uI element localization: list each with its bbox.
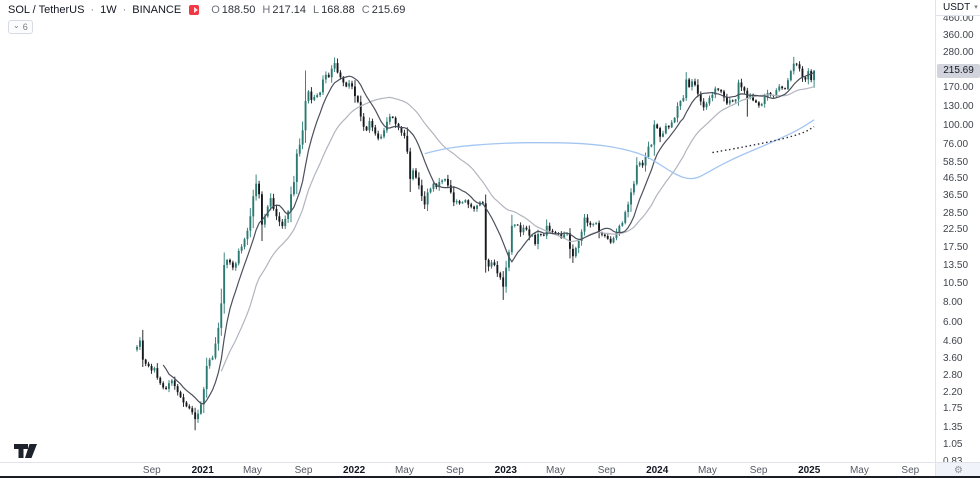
price-tick: 1.75 bbox=[943, 403, 963, 415]
time-tick-year: 2022 bbox=[342, 465, 366, 476]
price-tick: 100.00 bbox=[943, 119, 974, 131]
ohlc-o: O 188.50 bbox=[211, 4, 256, 16]
price-axis[interactable]: USDT ▾ 215.69 460.00 360.00 280.00 170.00 13… bbox=[935, 0, 980, 467]
chevron-down-icon: ▾ bbox=[974, 3, 978, 11]
ohlc-l: L 168.88 bbox=[313, 4, 355, 16]
time-tick-month: Sep bbox=[597, 465, 616, 476]
price-tick: 0.83 bbox=[943, 456, 962, 467]
time-tick-month: Sep bbox=[901, 465, 920, 476]
symbol-name[interactable]: SOL / TetherUS bbox=[8, 4, 85, 16]
price-tick: 28.50 bbox=[943, 207, 969, 219]
price-tick: 17.50 bbox=[943, 241, 969, 253]
ohlc-h: H 217.14 bbox=[262, 4, 307, 16]
price-tick: 46.50 bbox=[943, 173, 969, 185]
price-tick: 76.00 bbox=[943, 138, 969, 150]
price-tick: 1.05 bbox=[943, 439, 963, 451]
tradingview-logo[interactable] bbox=[14, 444, 48, 464]
price-tick: 58.50 bbox=[943, 157, 969, 169]
time-tick-month: Sep bbox=[445, 465, 464, 476]
price-tick: 360.00 bbox=[943, 29, 974, 41]
price-tick: 1.35 bbox=[943, 421, 963, 433]
symbol-logo-icon bbox=[189, 5, 200, 15]
legend-separator: · bbox=[122, 4, 127, 16]
price-tick: 8.00 bbox=[943, 296, 963, 308]
currency-selector[interactable]: USDT ▾ bbox=[936, 0, 980, 16]
time-tick-month: Sep bbox=[294, 465, 313, 476]
price-tick: 10.50 bbox=[943, 277, 969, 289]
legend-separator: · bbox=[90, 4, 95, 16]
chart-legend[interactable]: SOL / TetherUS · 1W · BINANCE O 188.50 H 21… bbox=[8, 4, 405, 16]
price-tick: 6.00 bbox=[943, 316, 963, 328]
hidden-indicators-count: 6 bbox=[22, 22, 28, 32]
currency-label: USDT bbox=[943, 2, 971, 13]
price-tick: 4.60 bbox=[943, 335, 963, 347]
chart-pane[interactable] bbox=[0, 0, 935, 462]
time-tick-month: May bbox=[546, 465, 565, 476]
gear-icon: ⚙ bbox=[954, 465, 963, 476]
time-tick-month: May bbox=[394, 465, 414, 476]
ohlc-c: C 215.69 bbox=[361, 4, 406, 16]
ohlc-values: O 188.50 H 217.14 L 168.88 C 215.69 bbox=[211, 4, 405, 16]
price-tick: 130.00 bbox=[943, 101, 974, 113]
time-tick-month: May bbox=[697, 465, 717, 476]
price-tick: 2.20 bbox=[943, 387, 963, 399]
time-tick-month: Sep bbox=[749, 465, 768, 476]
legend-collapse-chip[interactable]: ⌄ 6 bbox=[8, 20, 33, 34]
price-tick: 3.60 bbox=[943, 352, 963, 364]
price-tick: 280.00 bbox=[943, 47, 974, 59]
time-tick-year: 2024 bbox=[646, 465, 669, 476]
axis-settings-button[interactable]: ⚙ bbox=[935, 462, 980, 478]
time-tick-year: 2021 bbox=[191, 465, 214, 476]
exchange-label[interactable]: BINANCE bbox=[132, 4, 182, 16]
time-tick-year: 2023 bbox=[494, 465, 517, 476]
window-bottom-edge bbox=[0, 476, 980, 478]
price-tick: 460.00 bbox=[943, 12, 974, 24]
time-tick-year: 2025 bbox=[798, 465, 821, 476]
time-tick-month: May bbox=[242, 465, 262, 476]
interval-label[interactable]: 1W bbox=[100, 4, 117, 16]
price-tick: 22.50 bbox=[943, 224, 969, 236]
last-price-badge: 215.69 bbox=[937, 63, 980, 78]
candlestick-chart[interactable] bbox=[0, 0, 935, 462]
price-tick: 13.50 bbox=[943, 260, 969, 271]
time-axis[interactable]: Sep 2021 May Sep 2022 May Sep 2023 May Sep 2024 May… bbox=[0, 462, 935, 478]
time-tick-month: Sep bbox=[142, 465, 161, 476]
chevron-down-icon: ⌄ bbox=[13, 21, 20, 30]
price-tick: 2.80 bbox=[943, 370, 963, 382]
price-tick: 170.00 bbox=[943, 82, 974, 94]
time-tick-month: May bbox=[849, 465, 869, 476]
price-tick: 36.50 bbox=[943, 190, 969, 202]
